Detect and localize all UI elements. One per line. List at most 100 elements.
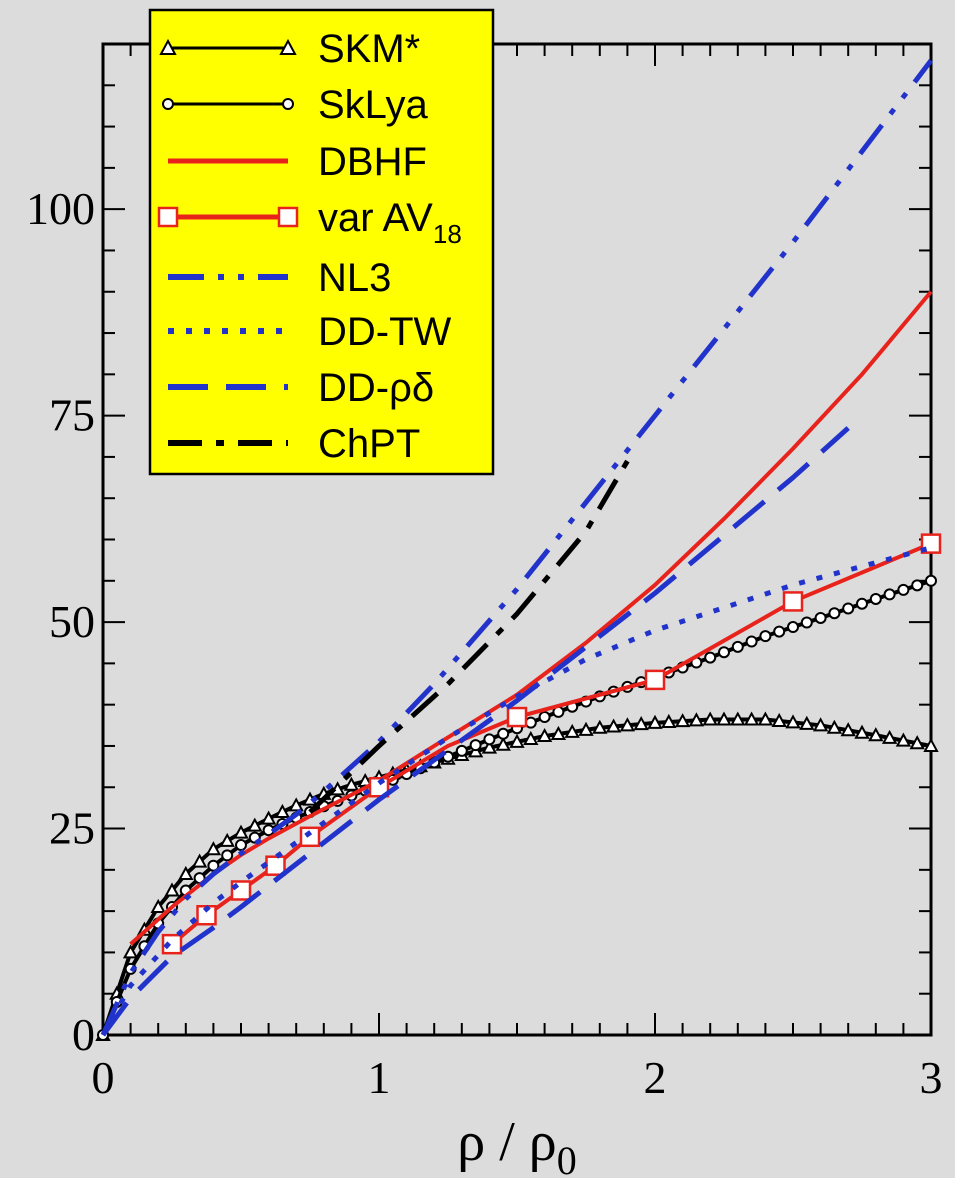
legend-entry: DD-TW: [168, 310, 452, 354]
circle-marker: [718, 646, 730, 659]
legend-box: [148, 8, 495, 476]
triangle-marker: [233, 824, 249, 839]
triangle-marker: [702, 711, 718, 726]
triangle-marker: [854, 724, 870, 739]
x-tick-label: 1: [368, 1052, 391, 1103]
x-tick-label: 2: [644, 1052, 667, 1103]
legend-label-text: var AV: [318, 196, 433, 240]
triangle-marker: [191, 853, 208, 868]
legend-label: DD-TW: [318, 310, 452, 354]
series-dd-tw: [100, 545, 932, 1037]
legend-label-text: NL3: [318, 256, 391, 300]
triangle-marker: [481, 739, 498, 754]
x-tick-label: 3: [920, 1052, 943, 1103]
legend-triangle-marker: [159, 38, 177, 55]
circle-marker: [883, 588, 896, 601]
legend-entry: DBHF: [168, 140, 427, 184]
triangle-marker: [205, 841, 222, 856]
x-axis-title: ρ / ρ0: [457, 1111, 576, 1178]
triangle-marker: [274, 803, 291, 819]
triangle-marker: [536, 727, 553, 743]
legend-entry: var AV18: [157, 196, 462, 249]
legend-label: var AV18: [318, 196, 462, 249]
circle-marker: [704, 651, 717, 664]
triangle-marker: [812, 717, 829, 732]
triangle-marker: [523, 730, 539, 745]
triangle-marker: [564, 723, 580, 738]
legend-label-subscript: 18: [433, 219, 462, 249]
legend-label-text: DD-TW: [318, 310, 452, 354]
legend-entry: ChPT: [168, 422, 420, 466]
circle-marker: [235, 839, 247, 852]
triangle-marker: [164, 882, 180, 897]
series-layer: [95, 59, 942, 1041]
triangle-marker: [895, 732, 912, 747]
circle-marker: [856, 597, 868, 610]
y-tick-label: 100: [26, 183, 95, 234]
circle-marker: [469, 739, 482, 752]
triangle-marker: [771, 712, 787, 727]
series-dd: [100, 426, 850, 1037]
triangle-marker: [840, 722, 856, 737]
circle-marker: [787, 621, 799, 634]
legend-square-marker: [157, 206, 179, 228]
triangle-marker: [661, 713, 677, 729]
circle-marker: [828, 607, 841, 620]
y-tick-label: 75: [49, 390, 95, 441]
triangle-marker: [923, 737, 939, 752]
legend-label: NL3: [318, 256, 391, 300]
series-chpt: [308, 459, 630, 814]
triangle-marker: [730, 711, 746, 726]
triangle-marker: [122, 944, 139, 959]
triangle-marker: [868, 727, 884, 742]
circle-marker: [497, 727, 510, 740]
circle-marker: [869, 592, 882, 605]
triangle-marker: [150, 898, 166, 913]
circle-marker: [759, 630, 772, 643]
series-nl3: [100, 59, 933, 1037]
circle-marker: [925, 574, 937, 587]
triangle-marker: [647, 714, 663, 729]
legend-entry: SkLya: [162, 83, 428, 127]
legend-triangle-marker: [279, 38, 297, 55]
y-tick-label: 50: [49, 596, 95, 647]
circle-marker: [745, 635, 758, 648]
triangle-marker: [716, 711, 732, 726]
triangle-marker: [219, 832, 235, 847]
triangle-marker: [909, 735, 925, 750]
triangle-marker: [605, 718, 622, 733]
circle-marker: [731, 640, 744, 653]
triangle-marker: [757, 711, 774, 726]
legend-label-text: DBHF: [318, 140, 427, 184]
circle-marker: [483, 733, 496, 746]
series-line: [100, 59, 933, 1037]
legend-entry: DD-ρδ: [168, 366, 434, 410]
legend-square-marker: [277, 206, 299, 228]
square-marker: [265, 855, 286, 876]
circle-marker: [897, 583, 910, 596]
square-marker: [782, 591, 804, 612]
y-tick-label: 0: [72, 1009, 95, 1060]
triangle-marker: [495, 736, 511, 751]
circle-marker: [207, 859, 220, 872]
circle-marker: [814, 611, 827, 624]
legend-label: DBHF: [318, 140, 427, 184]
triangle-marker: [247, 817, 263, 832]
legend-circle-marker: [162, 98, 174, 110]
triangle-marker: [578, 721, 594, 736]
legend-label: ChPT: [318, 422, 420, 466]
triangle-marker: [178, 865, 194, 880]
legend: SKM* SkLya DBHF var AV18 NL3 DD-TW DD-ρδ ChPT: [148, 8, 495, 476]
series-line: [308, 459, 630, 814]
series-line: [100, 545, 932, 1037]
triangle-marker: [674, 713, 691, 728]
legend-label-text: DD-ρδ: [318, 366, 434, 410]
circle-marker: [524, 716, 537, 729]
square-marker: [299, 826, 321, 848]
circle-marker: [455, 744, 468, 757]
legend-label-text: SkLya: [318, 83, 428, 127]
tick-labels: 0 1 2 3 0 25 50 75 100: [26, 183, 943, 1103]
triangle-marker: [743, 711, 760, 726]
series-line: [100, 426, 850, 1037]
legend-label-text: SKM*: [318, 27, 420, 71]
